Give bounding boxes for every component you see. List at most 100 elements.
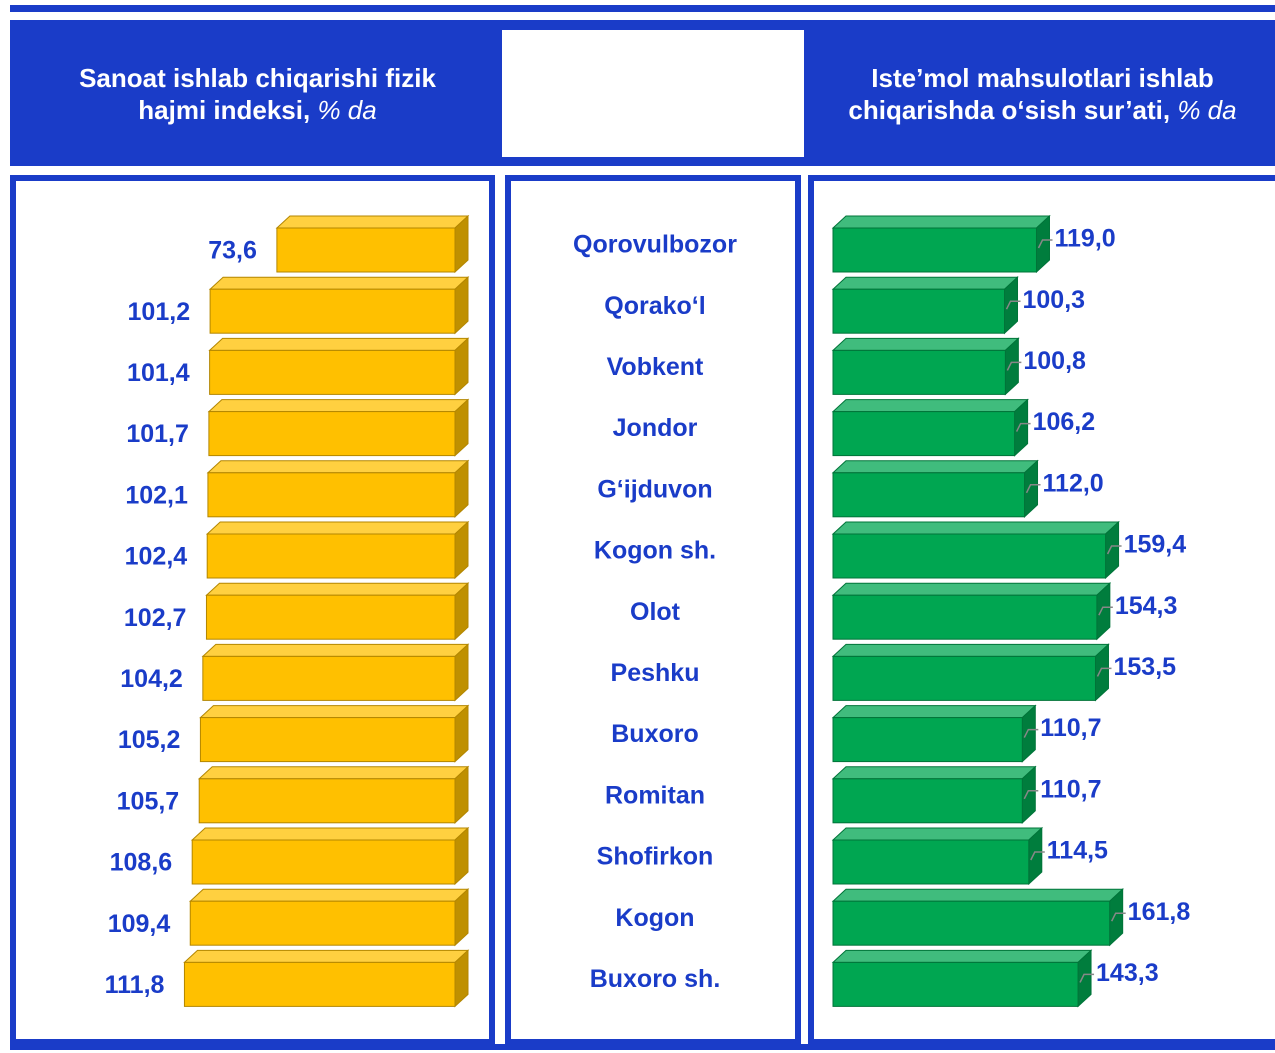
bar-top bbox=[188, 888, 470, 902]
leader-line bbox=[1106, 545, 1122, 555]
bar bbox=[189, 900, 456, 946]
bar-top bbox=[275, 215, 470, 229]
value-label: 102,1 bbox=[125, 481, 188, 509]
bar bbox=[207, 472, 456, 518]
leader-line bbox=[1015, 422, 1031, 432]
value-label: 101,4 bbox=[127, 359, 190, 387]
category-label: Kogon sh. bbox=[594, 537, 716, 565]
bar bbox=[209, 349, 456, 395]
right-panel bbox=[808, 175, 1275, 1045]
bar-top bbox=[197, 766, 470, 780]
bar bbox=[832, 900, 1111, 946]
bar bbox=[832, 349, 1006, 395]
bar-top bbox=[831, 399, 1029, 413]
bar-top bbox=[831, 521, 1120, 535]
bar bbox=[832, 655, 1096, 701]
bar-top bbox=[831, 582, 1112, 596]
right-unit: % da bbox=[1177, 94, 1237, 125]
bar bbox=[832, 839, 1030, 885]
bar bbox=[832, 227, 1037, 273]
bar bbox=[202, 655, 456, 701]
bar-top bbox=[831, 643, 1110, 657]
bar-top bbox=[206, 460, 470, 474]
bar bbox=[832, 961, 1079, 1007]
bar-top bbox=[831, 949, 1093, 963]
value-label: 105,2 bbox=[118, 726, 181, 754]
value-label: 161,8 bbox=[1128, 898, 1191, 926]
leader-line bbox=[1030, 851, 1045, 861]
category-label: Buxoro sh. bbox=[590, 965, 721, 993]
top-line bbox=[10, 5, 1275, 12]
category-label: Vobkent bbox=[607, 353, 704, 381]
right-title: Iste’mol mahsulotlari ishlab chiqarishda… bbox=[848, 62, 1214, 125]
bar-top bbox=[831, 460, 1039, 474]
bar-top bbox=[831, 276, 1019, 290]
category-label: Olot bbox=[630, 598, 681, 626]
bar-top bbox=[199, 705, 470, 719]
bar bbox=[276, 227, 456, 273]
left-title: Sanoat ishlab chiqarishi fizik hajmi ind… bbox=[79, 62, 436, 125]
bar-top bbox=[207, 399, 470, 413]
bar-top bbox=[183, 949, 470, 963]
bar-top bbox=[205, 582, 470, 596]
leader-line bbox=[1025, 484, 1041, 494]
bar bbox=[832, 778, 1023, 824]
right-header: Iste’mol mahsulotlari ishlab chiqarishda… bbox=[848, 62, 1237, 125]
category-label: Qorako‘l bbox=[604, 292, 705, 320]
bar bbox=[832, 288, 1006, 334]
bar bbox=[208, 411, 456, 457]
value-label: 109,4 bbox=[108, 910, 171, 938]
left-panel bbox=[10, 175, 495, 1045]
bar-top bbox=[831, 337, 1020, 351]
value-label: 159,4 bbox=[1124, 531, 1187, 559]
bar-top bbox=[831, 888, 1124, 902]
leader-line bbox=[1037, 239, 1053, 249]
bar bbox=[205, 594, 456, 640]
category-label: G‘ijduvon bbox=[597, 475, 712, 503]
bar bbox=[191, 839, 456, 885]
value-label: 100,3 bbox=[1023, 286, 1086, 314]
bar-top bbox=[208, 337, 470, 351]
bar bbox=[832, 472, 1026, 518]
bar-top bbox=[190, 827, 470, 841]
bar bbox=[199, 717, 456, 763]
value-label: 100,8 bbox=[1023, 347, 1086, 375]
value-label: 112,0 bbox=[1043, 469, 1104, 497]
leader-line bbox=[1023, 728, 1039, 738]
value-label: 102,4 bbox=[125, 543, 188, 571]
bar bbox=[832, 594, 1098, 640]
bar-top bbox=[208, 276, 470, 290]
bar-top bbox=[201, 643, 470, 657]
value-label: 110,7 bbox=[1040, 775, 1101, 803]
value-label: 101,7 bbox=[126, 420, 189, 448]
value-label: 111,8 bbox=[105, 971, 165, 999]
bar bbox=[832, 717, 1023, 763]
leader-line bbox=[1005, 300, 1021, 310]
value-label: 153,5 bbox=[1113, 653, 1176, 681]
value-label: 154,3 bbox=[1115, 592, 1178, 620]
bar-top bbox=[831, 215, 1051, 229]
value-label: 73,6 bbox=[208, 237, 257, 265]
bar-top bbox=[831, 766, 1037, 780]
category-label: Romitan bbox=[605, 781, 705, 809]
value-label: 108,6 bbox=[110, 849, 173, 877]
category-label: Peshku bbox=[611, 659, 700, 687]
bar bbox=[832, 533, 1107, 579]
category-label: Kogon bbox=[615, 904, 694, 932]
value-label: 106,2 bbox=[1033, 408, 1096, 436]
leader-line bbox=[1006, 361, 1022, 371]
value-label: 104,2 bbox=[120, 665, 183, 693]
category-label: Buxoro bbox=[611, 720, 699, 748]
bar bbox=[183, 961, 456, 1007]
bar bbox=[209, 288, 456, 334]
value-label: 110,7 bbox=[1040, 714, 1101, 742]
leader-line bbox=[1098, 606, 1113, 616]
bar-top bbox=[205, 521, 470, 535]
category-label: Jondor bbox=[613, 414, 698, 442]
bar-top bbox=[831, 705, 1037, 719]
value-label: 143,3 bbox=[1096, 959, 1159, 987]
bar bbox=[832, 411, 1016, 457]
value-label: 105,7 bbox=[117, 787, 180, 815]
bar bbox=[206, 533, 456, 579]
